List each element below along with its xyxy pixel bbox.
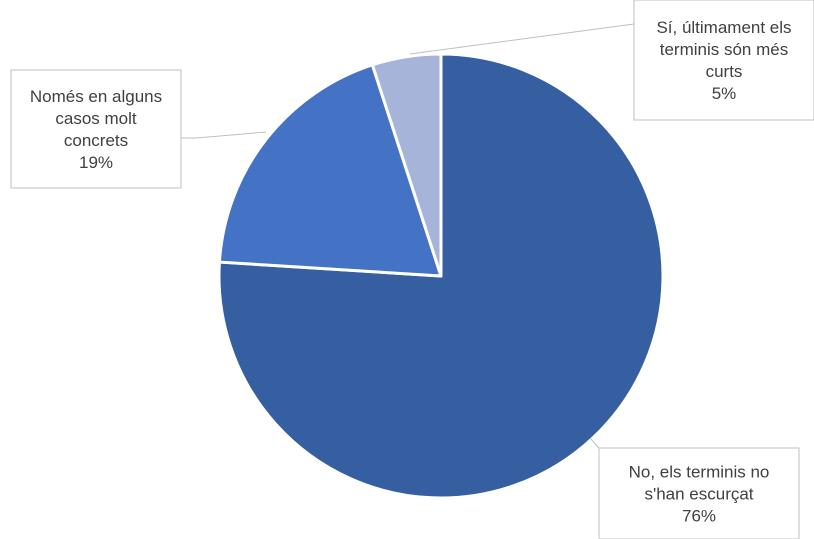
callout-box [10, 69, 182, 189]
slice-category-label: Sí, últimament els [656, 18, 791, 37]
data-label-callout: Sí, últimament els terminis són més curts 5… [633, 0, 814, 121]
slice-percent-label: 19% [79, 153, 113, 172]
leader-line [589, 437, 600, 449]
callout-box [633, 0, 814, 121]
slice-category-label: No, els terminis no [629, 463, 770, 482]
pie-slices [217, 52, 665, 500]
pie-slice [370, 52, 443, 278]
slice-category-label: terminis són més [660, 40, 788, 59]
leader-line [409, 23, 635, 55]
slice-category-label: curts [706, 62, 743, 81]
slice-category-label: s'han escurçat [644, 485, 753, 504]
slice-category-label: concrets [64, 131, 128, 150]
leader-lines [181, 23, 635, 449]
slice-category-label: Només en alguns [30, 87, 162, 106]
callout-box [598, 447, 800, 539]
slice-percent-label: 5% [712, 84, 737, 103]
data-label-callout: Només en alguns casos molt concrets 19% [10, 69, 182, 189]
pie-slice [217, 52, 665, 500]
data-label-callout: No, els terminis no s'han escurçat 76% [598, 447, 800, 539]
pie-slice [217, 63, 443, 278]
slice-percent-label: 76% [682, 507, 716, 526]
data-label-callouts: No, els terminis no s'han escurçat 76% Nomé… [10, 0, 814, 539]
leader-line [181, 131, 267, 139]
slice-category-label: casos molt [55, 109, 137, 128]
